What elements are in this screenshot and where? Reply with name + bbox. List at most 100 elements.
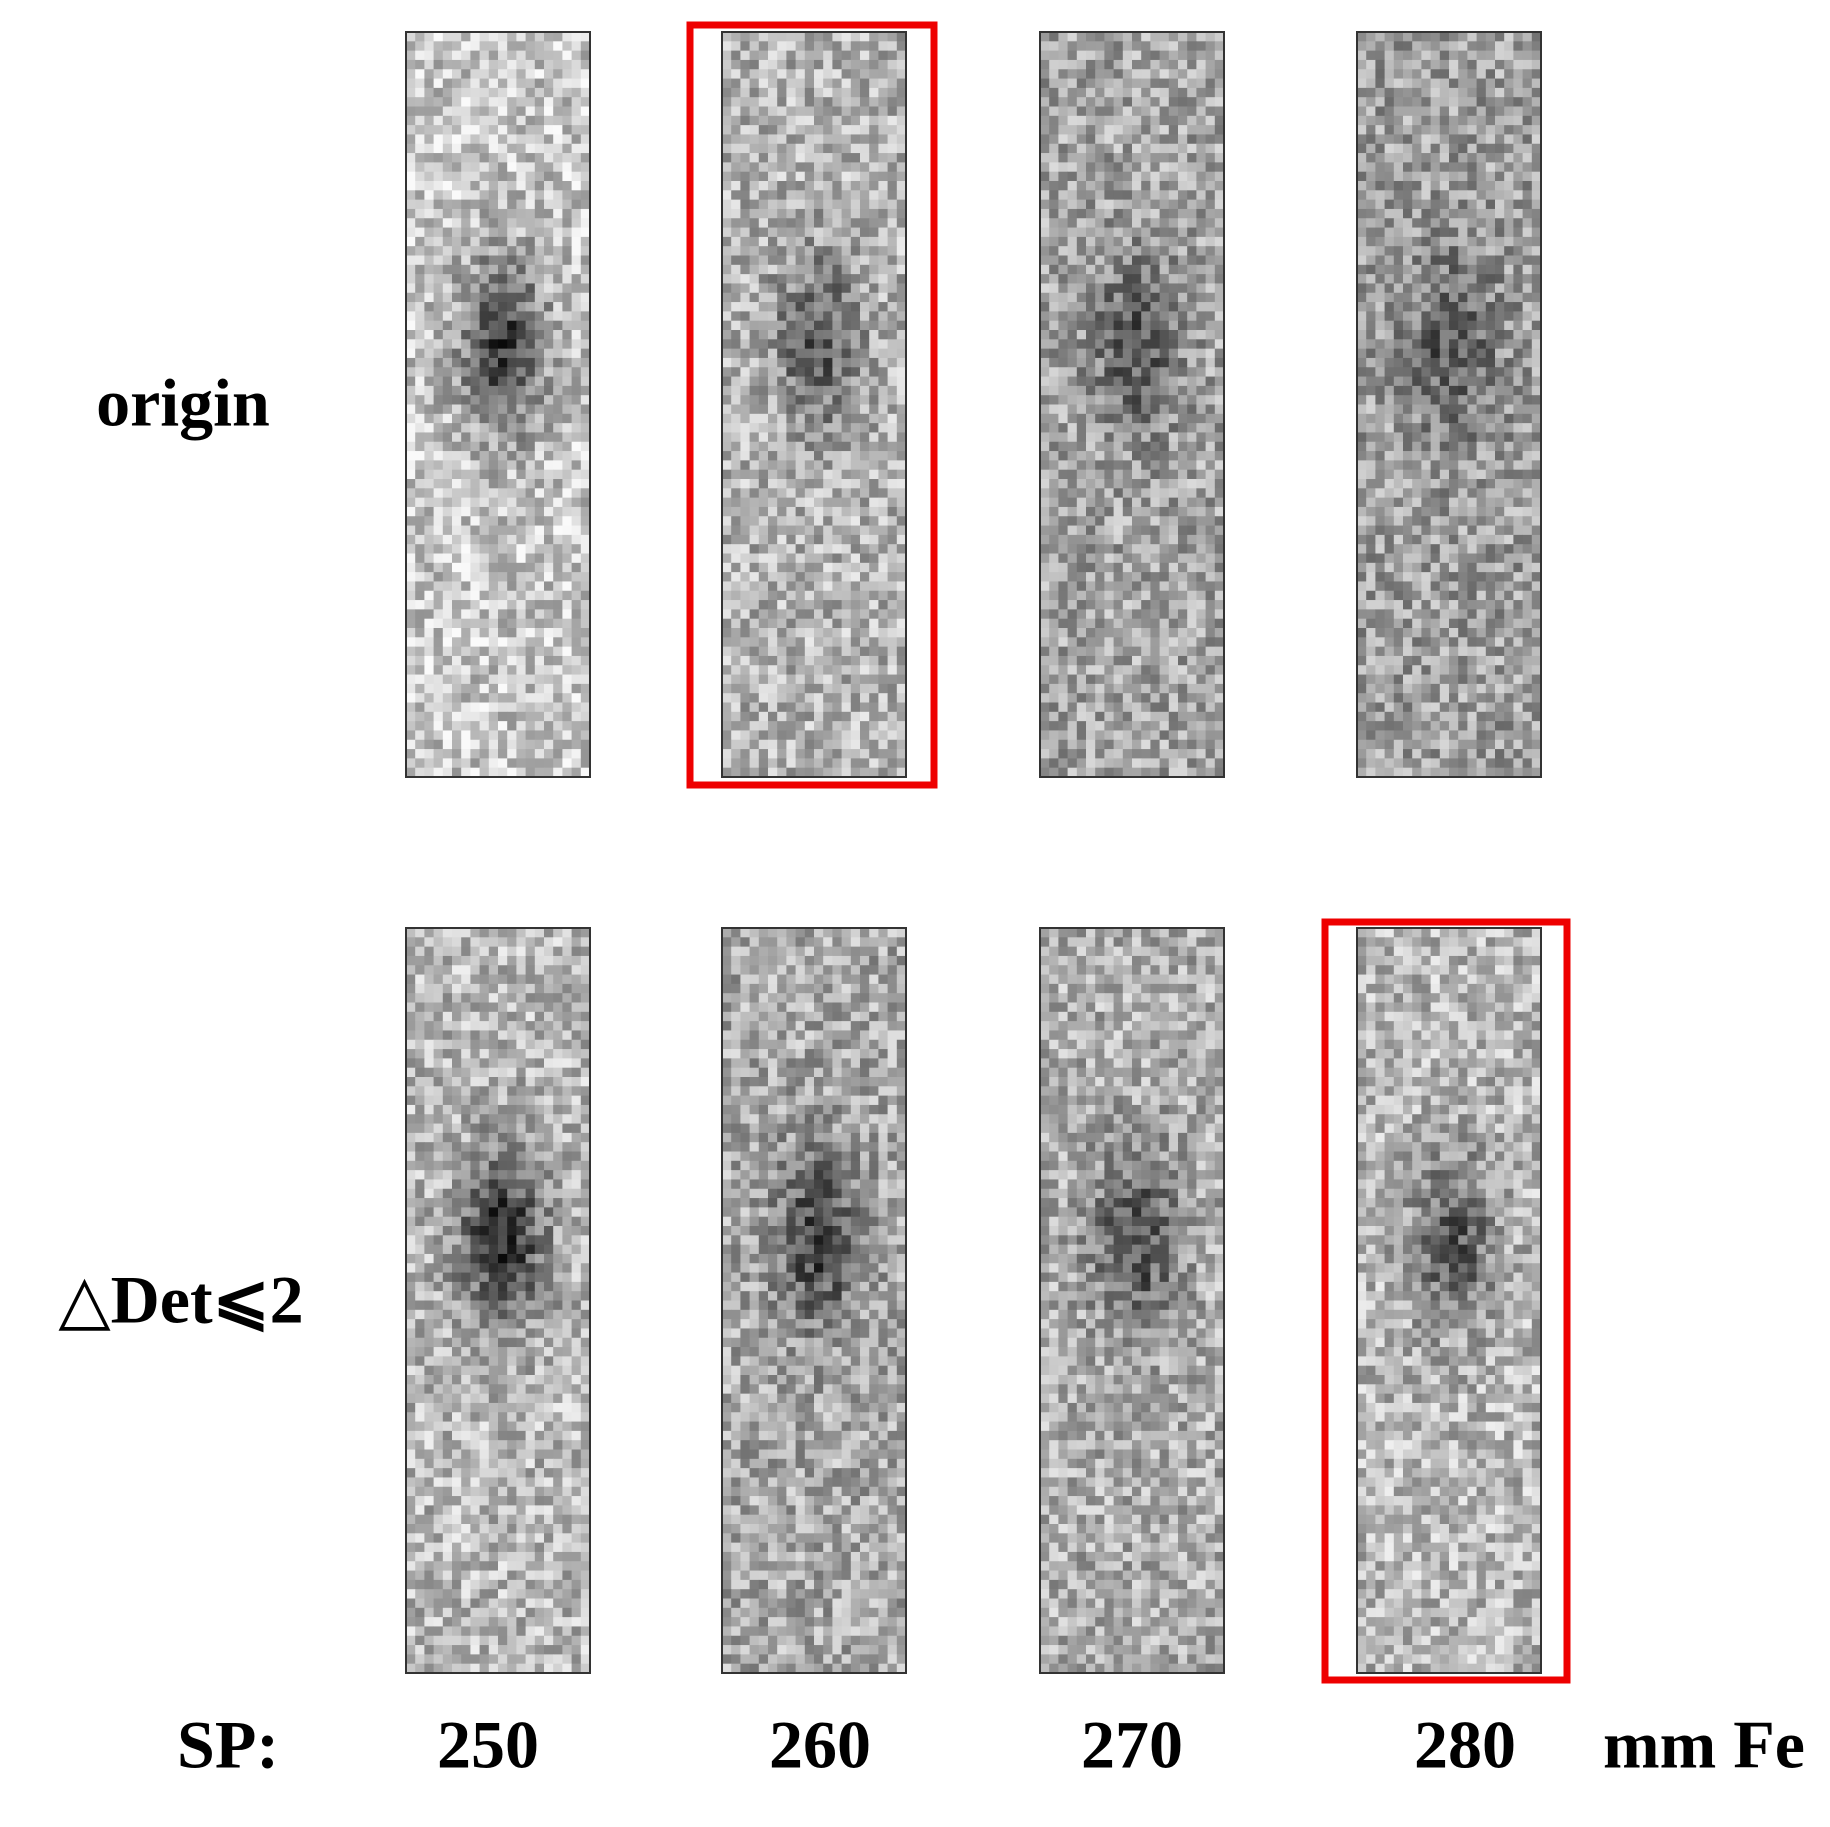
pixel (553, 432, 563, 443)
pixel (1504, 106, 1514, 117)
pixel (1122, 97, 1133, 107)
pixel (516, 572, 526, 582)
pixel (498, 544, 508, 554)
pixel (740, 711, 750, 722)
pixel (758, 767, 769, 778)
pixel (1132, 488, 1142, 499)
pixel (1113, 497, 1124, 508)
pixel (896, 600, 907, 610)
pixel (1159, 572, 1170, 582)
pixel (841, 749, 852, 759)
pixel (832, 451, 842, 461)
pixel (1104, 711, 1114, 722)
pixel (1076, 171, 1087, 182)
pixel (1141, 311, 1151, 322)
pixel (1132, 190, 1142, 201)
pixel (488, 292, 499, 303)
pixel (777, 32, 787, 42)
pixel (544, 516, 554, 526)
pixel (1113, 292, 1124, 303)
pixel (488, 646, 499, 657)
pixel (442, 581, 453, 592)
pixel (461, 181, 471, 191)
pixel (841, 767, 852, 778)
pixel (1504, 41, 1514, 52)
pixel (804, 302, 815, 312)
pixel (488, 69, 499, 79)
pixel (488, 385, 499, 396)
pixel (433, 236, 444, 247)
pixel (1178, 97, 1188, 107)
pixel (740, 330, 750, 340)
pixel (406, 218, 416, 228)
pixel (1104, 637, 1114, 648)
pixel (841, 637, 852, 648)
pixel (498, 115, 508, 126)
pixel (415, 292, 425, 303)
pixel (1122, 451, 1133, 461)
pixel (571, 190, 582, 201)
pixel (758, 758, 769, 769)
pixel (452, 618, 462, 629)
pixel (1168, 320, 1179, 331)
pixel (758, 739, 769, 750)
pixel (1150, 590, 1160, 601)
pixel (571, 311, 582, 322)
pixel (452, 423, 462, 433)
pixel (722, 739, 732, 750)
pixel (1122, 153, 1133, 163)
pixel (1058, 544, 1068, 554)
pixel (1168, 264, 1179, 275)
pixel (823, 218, 833, 228)
pixel (860, 479, 870, 489)
pixel (1040, 637, 1050, 648)
pixel (479, 283, 490, 294)
pixel (740, 534, 750, 545)
pixel (869, 469, 879, 480)
pixel (1357, 115, 1367, 126)
pixel (1141, 572, 1151, 582)
pixel (442, 41, 453, 52)
pixel (1150, 236, 1160, 247)
pixel (860, 404, 870, 415)
pixel (860, 618, 870, 629)
pixel (1168, 32, 1179, 42)
pixel (1122, 637, 1133, 648)
pixel (786, 702, 796, 713)
pixel (1403, 87, 1413, 98)
pixel (758, 479, 769, 489)
pixel (507, 758, 517, 769)
pixel (786, 143, 796, 154)
pixel (1067, 367, 1078, 377)
pixel (795, 767, 806, 778)
pixel (731, 32, 741, 42)
pixel (406, 646, 416, 657)
pixel (758, 413, 769, 424)
pixel (498, 404, 508, 415)
pixel (544, 376, 554, 387)
pixel (498, 702, 508, 713)
pixel (525, 739, 536, 750)
pixel (424, 460, 434, 471)
pixel (896, 395, 907, 405)
pixel (804, 78, 815, 89)
pixel (498, 385, 508, 396)
pixel (1196, 376, 1206, 387)
pixel (1178, 628, 1188, 638)
pixel (749, 767, 760, 778)
pixel (1095, 320, 1105, 331)
pixel (869, 711, 879, 722)
pixel (470, 590, 480, 601)
pixel (516, 115, 526, 126)
pixel (1040, 413, 1050, 424)
pixel (749, 376, 760, 387)
pixel (887, 59, 898, 70)
pixel (1150, 283, 1160, 294)
pixel (498, 311, 508, 322)
pixel (777, 134, 787, 145)
pixel (832, 525, 842, 536)
pixel (488, 460, 499, 471)
pixel (1187, 693, 1197, 703)
pixel (1040, 199, 1050, 210)
pixel (731, 162, 741, 173)
